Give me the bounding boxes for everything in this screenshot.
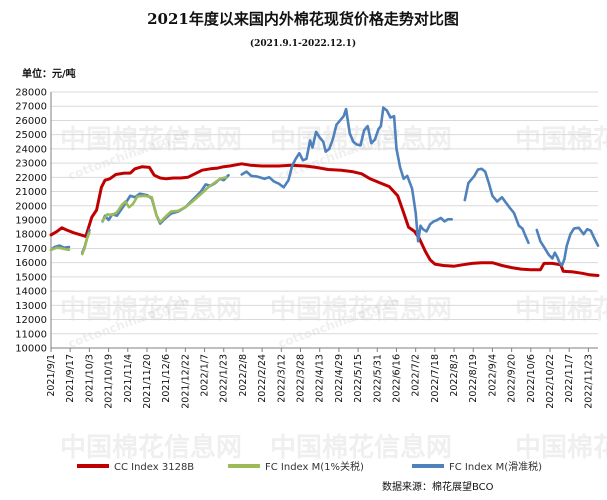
y-tick-label: 12000 (15, 315, 47, 326)
legend-item-fc-index-sliding: FC Index M(滑准税) (412, 460, 542, 473)
chart-title: 2021年度以来国内外棉花现货价格走势对比图 (147, 10, 459, 28)
y-tick-label: 28000 (15, 88, 47, 99)
x-tick-label: 2021/11/20 (142, 354, 153, 409)
y-tick-label: 25000 (15, 130, 47, 141)
y-tick-label: 21000 (15, 187, 47, 198)
legend-label: CC Index 3128B (114, 462, 194, 473)
x-tick-label: 2022/10/22 (545, 354, 556, 409)
legend: CC Index 3128B FC Index M(1%关税) FC Index… (77, 460, 542, 473)
watermark-layer: 中国棉花信息网 中国棉花信息网 中国棉花信息网 中国棉花信息网 中国棉花信息网 … (60, 124, 607, 463)
x-tick-label: 2022/8/3 (449, 354, 460, 397)
y-tick-label: 19000 (15, 216, 47, 227)
x-tick-label: 2022/1/23 (219, 354, 230, 403)
x-tick-label: 2021/10/19 (104, 354, 115, 409)
x-tick-label: 2022/5/31 (372, 354, 383, 403)
data-source-note: 数据来源：棉花展望BCO (382, 480, 494, 493)
watermark-text: 中国棉花信息网 (60, 124, 242, 155)
y-tick-label: 11000 (15, 329, 47, 340)
x-tick-label: 2022/2/24 (257, 354, 268, 403)
y-tick-label: 10000 (15, 344, 47, 355)
x-tick-label: 2021/12/6 (161, 354, 172, 403)
y-tick-label: 22000 (15, 173, 47, 184)
y-tick-label: 24000 (15, 144, 47, 155)
x-tick-label: 2022/8/19 (468, 354, 479, 403)
y-tick-label: 20000 (15, 201, 47, 212)
x-tick-label: 2021/11/4 (123, 354, 134, 403)
y-axis: 10000 11000 12000 13000 14000 15000 16000 17000… (15, 88, 52, 355)
x-tick-label: 2022/9/4 (487, 354, 498, 397)
legend-item-cc-index: CC Index 3128B (77, 462, 194, 473)
watermark-text: 中国棉花信息网 (60, 432, 242, 463)
series-fc-index-m-1pct (49, 176, 228, 256)
y-tick-label: 17000 (15, 244, 47, 255)
x-tick-label: 2021/9/1 (46, 354, 57, 397)
y-tick-label: 15000 (15, 272, 47, 283)
x-tick-label: 2022/11/23 (583, 354, 594, 409)
x-tick-label: 2022/10/6 (526, 354, 537, 403)
x-tick-label: 2022/7/18 (430, 354, 441, 403)
series-cc-index-3128b (49, 162, 600, 277)
legend-label: FC Index M(滑准税) (449, 460, 542, 473)
y-tick-label: 18000 (15, 230, 47, 241)
watermark-text: 中国棉花信息网 (270, 432, 452, 463)
x-tick-label: 2021/10/3 (84, 354, 95, 403)
x-tick-label: 2021/9/17 (65, 354, 76, 403)
y-tick-label: 23000 (15, 159, 47, 170)
watermark-text: 中国棉花信息网 (515, 432, 607, 463)
watermark-text: 中国棉花信息网 (515, 124, 607, 155)
legend-item-fc-index-1pct: FC Index M(1%关税) (228, 460, 364, 473)
x-tick-label: 2022/2/8 (238, 354, 249, 397)
x-tick-label: 2022/1/7 (200, 354, 211, 397)
x-tick-label: 2022/9/20 (507, 354, 518, 403)
legend-label: FC Index M(1%关税) (265, 460, 364, 473)
y-axis-unit-label: 单位：元/吨 (22, 67, 76, 80)
series-layer (49, 106, 600, 277)
y-tick-label: 27000 (15, 102, 47, 113)
x-axis: 2021/9/1 2021/9/17 2021/10/3 2021/10/19 2021… (46, 347, 598, 409)
x-tick-label: 2022/11/7 (564, 354, 575, 403)
x-tick-label: 2021/12/22 (180, 354, 191, 409)
watermark-text: 中国棉花信息网 (515, 294, 607, 325)
x-tick-label: 2022/3/28 (296, 354, 307, 403)
y-tick-label: 14000 (15, 287, 47, 298)
x-tick-label: 2022/3/12 (276, 354, 287, 403)
x-tick-label: 2022/4/13 (315, 354, 326, 403)
y-tick-label: 16000 (15, 258, 47, 269)
chart-subtitle: (2021.9.1-2022.12.1) (250, 38, 356, 49)
y-tick-label: 13000 (15, 301, 47, 312)
x-tick-label: 2022/4/29 (334, 354, 345, 403)
x-tick-label: 2022/5/15 (353, 354, 364, 403)
x-tick-label: 2022/6/16 (391, 354, 402, 403)
x-tick-label: 2022/7/2 (411, 354, 422, 397)
y-tick-label: 26000 (15, 116, 47, 127)
